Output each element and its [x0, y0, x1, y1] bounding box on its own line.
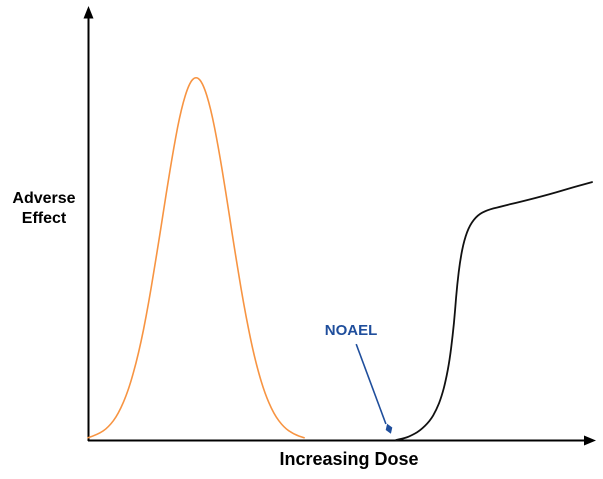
noael-label: NOAEL	[324, 322, 378, 339]
noael-arrow-line	[355, 343, 387, 425]
y-axis-arrowhead-icon	[83, 6, 94, 19]
x-axis-arrowhead-icon	[584, 435, 596, 446]
y-axis-label: Adverse Effect	[12, 190, 76, 227]
x-axis-label: Increasing Dose	[279, 449, 419, 469]
bell-curve	[87, 76, 305, 439]
sigmoid-curve	[395, 181, 593, 441]
noael-arrow-diamond-icon	[385, 423, 393, 434]
